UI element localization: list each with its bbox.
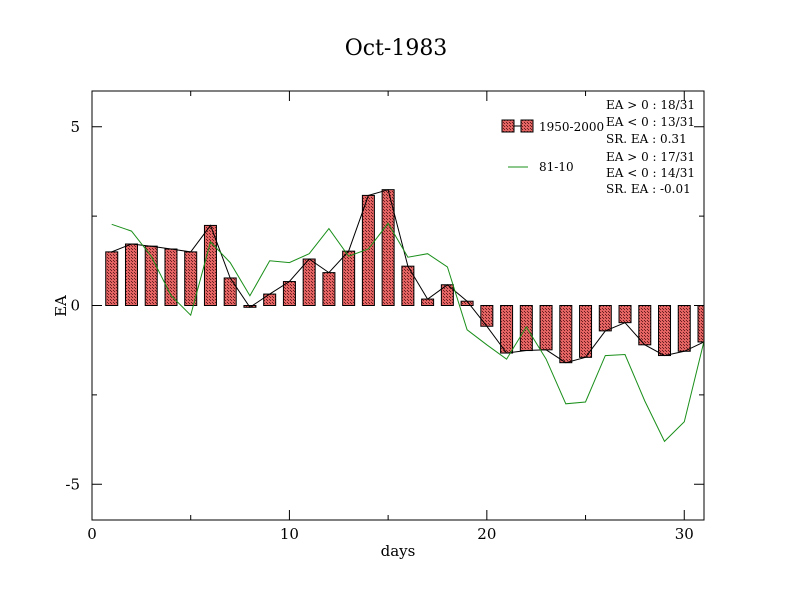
bar-day-3: [144, 245, 158, 306]
legend-entry-1950-2000: 1950-2000: [501, 119, 604, 134]
legend-swatch-bar-1950-2000: [501, 119, 515, 133]
legend-swatch-bar-1950-2000: [520, 119, 534, 133]
legend: 1950-2000 81-10 EA > 0 : 18/31 EA < 0 : …: [501, 98, 695, 196]
bars-layer: [105, 189, 704, 364]
bar-day-28: [638, 305, 652, 346]
bar-day-13: [342, 250, 356, 307]
bar-day-23: [539, 305, 553, 351]
bar-day-21: [500, 305, 514, 354]
stat-1950-sr: SR. EA : 0.31: [606, 132, 687, 146]
series-line-1950-2000: [111, 189, 704, 364]
legend-label-81-10: 81-10: [539, 160, 574, 174]
series-line-81-10: [111, 222, 704, 443]
y-tick-label: -5: [65, 475, 80, 493]
bar-day-31: [697, 305, 704, 343]
x-axis-label: days: [381, 542, 416, 560]
stat-8110-ea-neg: EA < 0 : 14/31: [606, 166, 695, 180]
bar-day-1: [105, 251, 119, 306]
bar-day-27: [618, 305, 632, 324]
chart-title: Oct-1983: [345, 36, 448, 61]
bar-day-30: [677, 305, 691, 352]
bar-day-29: [658, 305, 672, 357]
bar-day-24: [559, 305, 573, 364]
bar-day-20: [480, 305, 494, 327]
y-tick-label: 5: [70, 118, 80, 136]
bar-day-11: [302, 258, 316, 306]
stat-1950-ea-pos: EA > 0 : 18/31: [606, 98, 695, 112]
bar-day-17: [421, 298, 435, 307]
bar-day-12: [322, 272, 336, 306]
y-axis-label: EA: [52, 295, 70, 317]
ticks-layer: 0 10 20 30 -5 0 5: [65, 91, 704, 543]
x-tick-label: 10: [280, 525, 299, 543]
bar-day-25: [579, 305, 593, 358]
bar-day-26: [598, 305, 612, 332]
lines-layer: [111, 189, 704, 443]
bar-day-2: [124, 243, 138, 306]
x-tick-label: 20: [477, 525, 496, 543]
bar-day-7: [223, 277, 237, 307]
bar-day-22: [519, 305, 533, 352]
bar-day-4: [164, 248, 178, 306]
bar-day-10: [282, 281, 296, 306]
stat-8110-sr: SR. EA : -0.01: [606, 182, 691, 196]
x-tick-label: 30: [675, 525, 694, 543]
y-tick-label: 0: [70, 297, 80, 315]
stat-8110-ea-pos: EA > 0 : 17/31: [606, 150, 695, 164]
stat-1950-ea-neg: EA < 0 : 13/31: [606, 115, 695, 129]
bar-day-9: [263, 293, 277, 306]
legend-entry-81-10: 81-10: [508, 160, 574, 174]
x-tick-label: 0: [87, 525, 97, 543]
bar-day-5: [184, 251, 198, 306]
bar-day-16: [401, 265, 415, 306]
legend-label-1950-2000: 1950-2000: [539, 120, 604, 134]
